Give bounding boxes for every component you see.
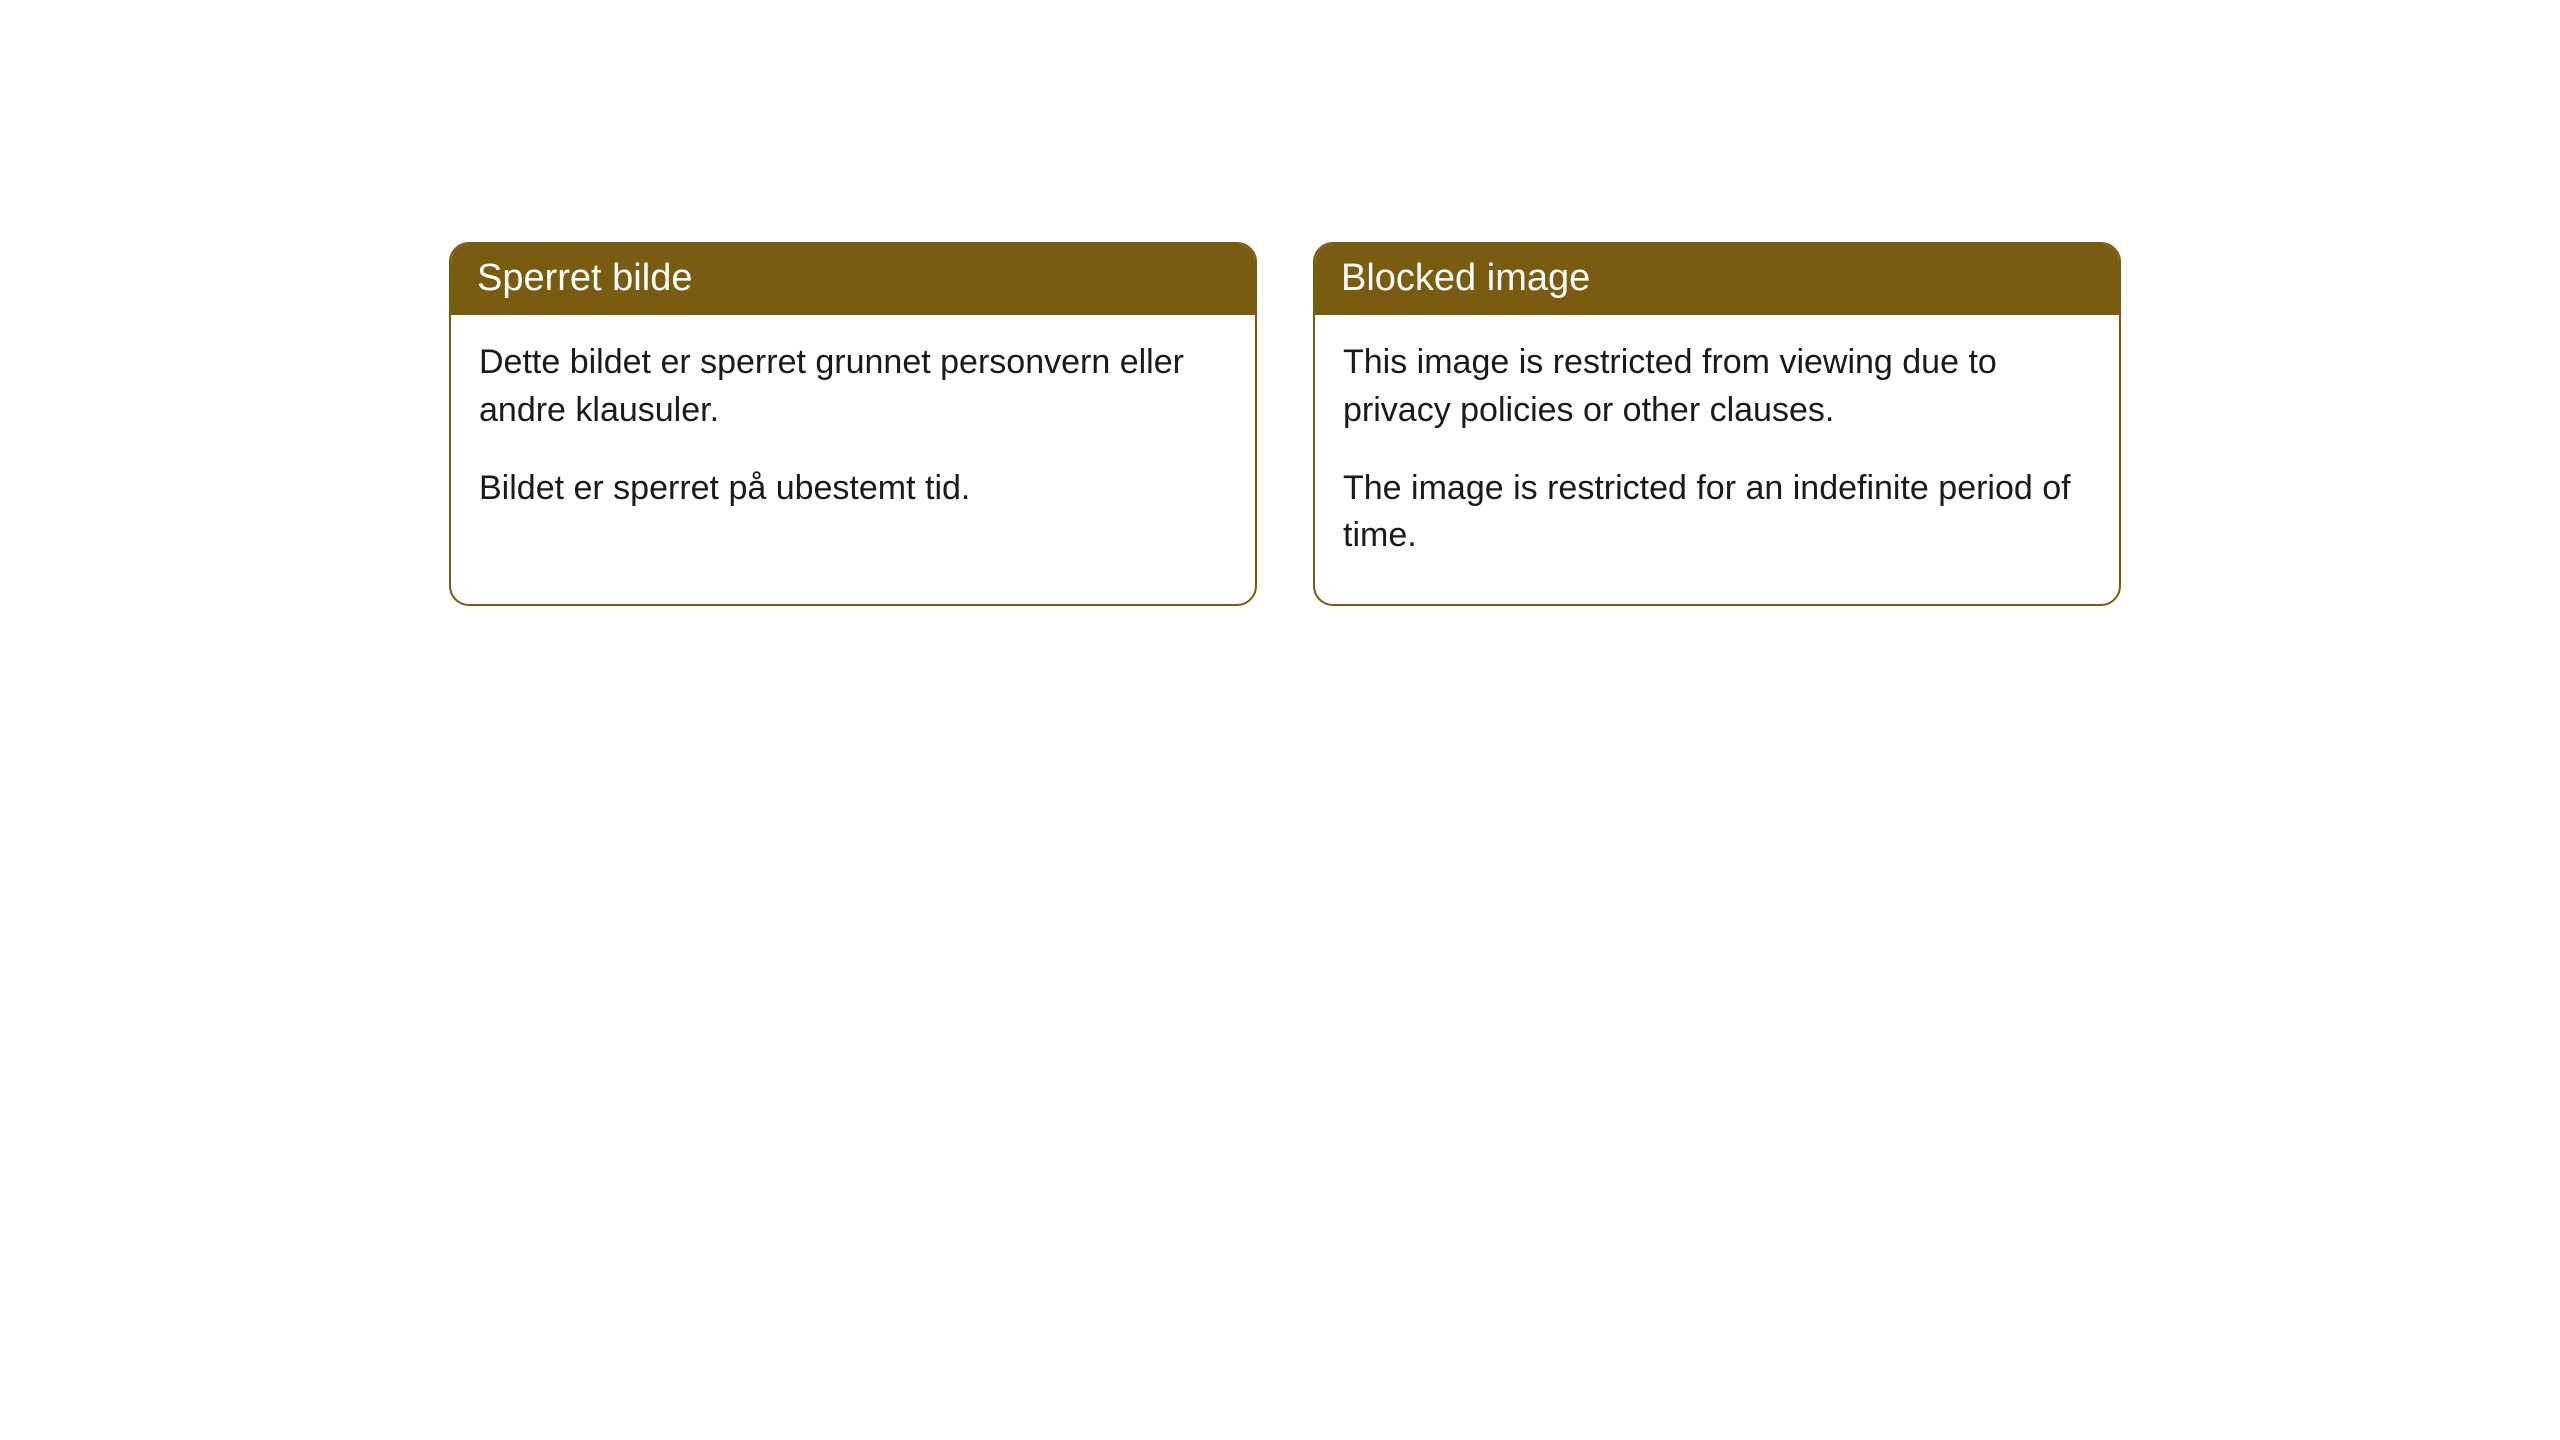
card-body-english: This image is restricted from viewing du…: [1315, 315, 2119, 603]
notice-card-english: Blocked image This image is restricted f…: [1313, 242, 2121, 606]
card-title-norwegian: Sperret bilde: [451, 244, 1255, 315]
card-paragraph-2-english: The image is restricted for an indefinit…: [1343, 465, 2091, 560]
notice-card-norwegian: Sperret bilde Dette bildet er sperret gr…: [449, 242, 1257, 606]
notice-cards-container: Sperret bilde Dette bildet er sperret gr…: [449, 242, 2121, 606]
card-body-norwegian: Dette bildet er sperret grunnet personve…: [451, 315, 1255, 556]
card-title-english: Blocked image: [1315, 244, 2119, 315]
card-paragraph-1-english: This image is restricted from viewing du…: [1343, 339, 2091, 434]
card-paragraph-2-norwegian: Bildet er sperret på ubestemt tid.: [479, 465, 1227, 513]
card-paragraph-1-norwegian: Dette bildet er sperret grunnet personve…: [479, 339, 1227, 434]
